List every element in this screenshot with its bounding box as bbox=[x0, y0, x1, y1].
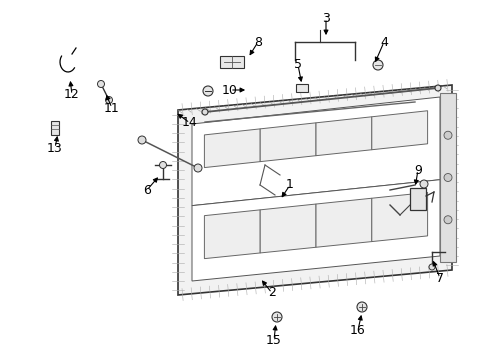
Text: 9: 9 bbox=[413, 163, 421, 176]
Bar bbox=[220, 56, 244, 68]
Text: 13: 13 bbox=[47, 141, 63, 154]
Polygon shape bbox=[204, 210, 260, 258]
Bar bbox=[51, 121, 59, 135]
Circle shape bbox=[271, 312, 282, 322]
Text: 12: 12 bbox=[64, 89, 80, 102]
Circle shape bbox=[443, 216, 451, 224]
Circle shape bbox=[356, 302, 366, 312]
Polygon shape bbox=[439, 93, 455, 262]
Polygon shape bbox=[260, 123, 315, 162]
Text: 8: 8 bbox=[253, 36, 262, 49]
Polygon shape bbox=[192, 97, 439, 206]
Circle shape bbox=[194, 164, 202, 172]
Text: 3: 3 bbox=[322, 12, 329, 24]
Text: 2: 2 bbox=[267, 287, 275, 300]
Bar bbox=[409, 188, 425, 210]
Polygon shape bbox=[260, 204, 315, 253]
Polygon shape bbox=[192, 180, 439, 281]
Bar bbox=[295, 84, 307, 92]
Circle shape bbox=[203, 86, 213, 96]
Text: 4: 4 bbox=[379, 36, 387, 49]
Polygon shape bbox=[204, 129, 260, 168]
Text: 1: 1 bbox=[285, 179, 293, 192]
Circle shape bbox=[428, 264, 434, 270]
Circle shape bbox=[138, 136, 146, 144]
Text: 6: 6 bbox=[143, 184, 151, 197]
Polygon shape bbox=[315, 117, 371, 156]
Text: 15: 15 bbox=[265, 333, 282, 346]
Polygon shape bbox=[371, 111, 427, 150]
Circle shape bbox=[105, 96, 112, 104]
Text: 7: 7 bbox=[435, 271, 443, 284]
Text: 5: 5 bbox=[293, 58, 302, 72]
Circle shape bbox=[159, 162, 166, 168]
Text: 14: 14 bbox=[182, 117, 198, 130]
Circle shape bbox=[97, 81, 104, 87]
Circle shape bbox=[443, 131, 451, 139]
Circle shape bbox=[372, 60, 382, 70]
Text: 11: 11 bbox=[104, 102, 120, 114]
Polygon shape bbox=[315, 198, 371, 247]
Circle shape bbox=[419, 180, 427, 188]
Circle shape bbox=[434, 85, 440, 91]
Circle shape bbox=[443, 174, 451, 181]
Circle shape bbox=[202, 109, 207, 115]
Text: 10: 10 bbox=[222, 84, 238, 96]
Polygon shape bbox=[178, 85, 451, 295]
Text: 16: 16 bbox=[349, 324, 365, 337]
Polygon shape bbox=[371, 192, 427, 242]
